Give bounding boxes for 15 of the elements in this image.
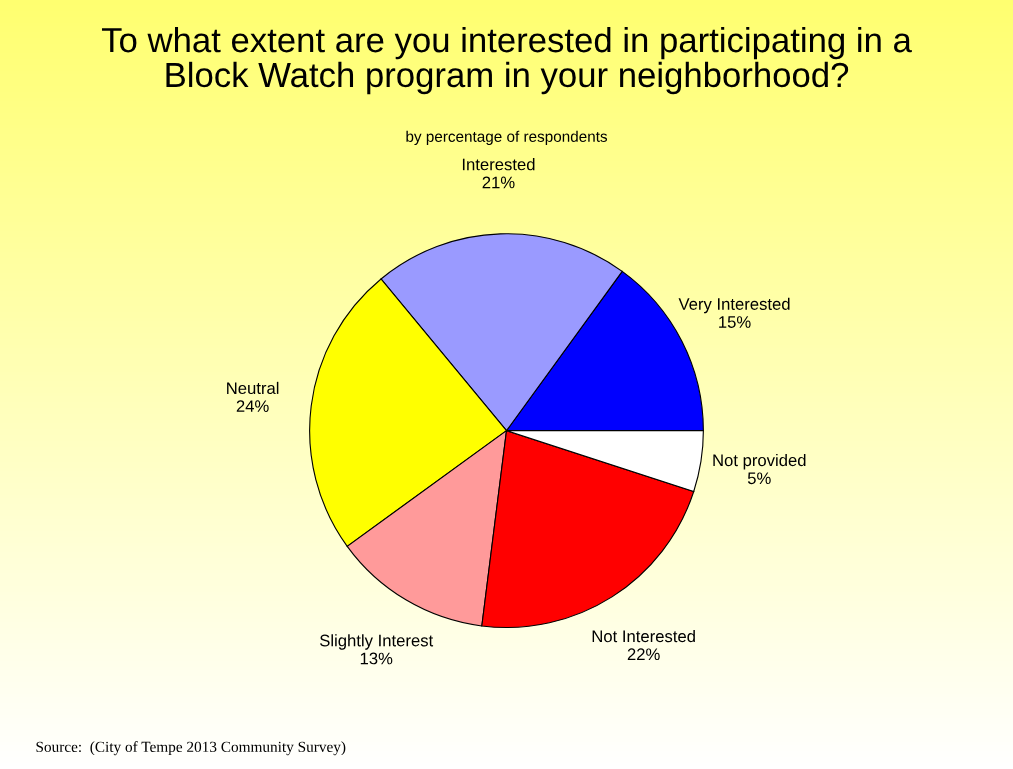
data-label: 24% [236,400,269,412]
source-note: Source: (City of Tempe 2013 Community Survey) [36,741,346,756]
slice-label: Not provided [713,453,806,470]
data-label: 22% [627,648,660,661]
data-label: 13% [360,652,393,665]
slice-label: Interested [462,158,535,171]
slice-label: Neutral [227,381,279,395]
slice-label: Not Interested [592,629,695,643]
chart-subtitle: by percentage of respondents [406,130,608,145]
chart-title: To what extent are you interested in participating in a Block Watch program in your neighborhood? [101,26,912,95]
slice-label: Slightly Interest [320,634,434,650]
data-label: 15% [719,316,751,328]
data-label: 5% [747,472,771,485]
slice-label: Very Interested [678,297,790,314]
data-label: 21% [482,176,515,189]
